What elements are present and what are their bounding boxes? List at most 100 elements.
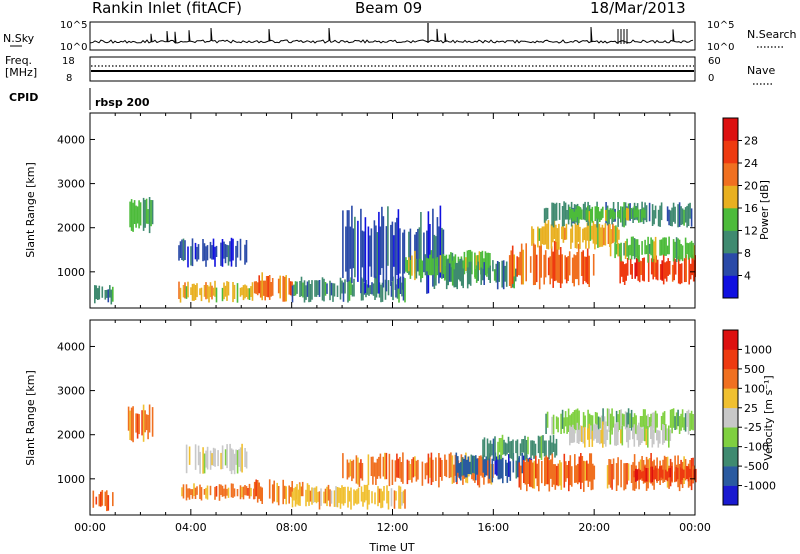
noise-search-label: N.Search — [747, 28, 797, 41]
colorbar-tick-label: 1000 — [744, 343, 772, 356]
colorbar-tick-label: 28 — [744, 135, 758, 148]
colorbar-swatch — [723, 368, 738, 389]
colorbar-swatch — [723, 275, 738, 299]
range-tick-label: 3000 — [57, 178, 85, 191]
velocity-echo-region — [127, 404, 154, 443]
power-echo-region — [444, 258, 517, 290]
colorbar-swatch — [723, 485, 738, 506]
colorbar-tick-label: 12 — [744, 225, 758, 238]
noise-trace — [89, 23, 694, 44]
time-tick-label: 16:00 — [477, 521, 509, 534]
power-echo-region — [94, 285, 114, 305]
colorbar-swatch — [723, 253, 738, 276]
time-tick-label: 00:00 — [74, 521, 106, 534]
colorbar-swatch — [723, 446, 738, 467]
velocity-x-axis: 00:00 04:00 08:00 12:00 16:00 20:00 00:00 — [74, 320, 711, 534]
colorbar-tick-label: 100 — [744, 382, 765, 395]
colorbar-swatch — [723, 140, 738, 164]
range-tick-label: 1000 — [57, 473, 85, 486]
date-label: 18/Mar/2013 — [590, 0, 686, 17]
colorbar-tick-label: -100 — [744, 441, 769, 454]
velocity-data-region — [92, 404, 697, 512]
colorbar-tick-label: -25 — [744, 421, 762, 434]
colorbar-tick-label: 8 — [744, 247, 751, 260]
velocity-colorbar-label: Velocity [m s⁻¹] — [762, 375, 775, 460]
freq-label-1: Freq. — [5, 54, 32, 67]
colorbar-tick-label: 24 — [744, 157, 758, 170]
colorbar-tick-label: 25 — [744, 402, 758, 415]
colorbar-swatch — [723, 388, 738, 409]
colorbar-tick-label: -500 — [744, 460, 769, 473]
cpid-value: rbsp 200 — [95, 96, 150, 109]
colorbar-tick-label: 4 — [744, 270, 751, 283]
freq-label-2: [MHz] — [5, 66, 37, 79]
freq-panel-frame — [89, 56, 696, 82]
time-tick-label: 12:00 — [377, 521, 409, 534]
freq-right-tick-low: 0 — [708, 73, 714, 84]
range-tick-label: 2000 — [57, 429, 85, 442]
colorbar-swatch — [723, 330, 738, 350]
power-echo-region — [178, 280, 254, 303]
power-echo-region — [569, 205, 646, 224]
colorbar-tick-label: 500 — [744, 363, 765, 376]
power-echo-region — [178, 237, 248, 268]
colorbar-swatch — [723, 163, 738, 186]
range-tick-label: 3000 — [57, 385, 85, 398]
power-echo-region — [342, 205, 445, 294]
power-x-axis — [89, 113, 696, 308]
power-echo-region — [609, 236, 696, 263]
colorbar-tick-label: 16 — [744, 202, 758, 215]
power-y-axis-label: Slant Range [km] — [24, 162, 37, 258]
cpid-label: CPID — [9, 91, 38, 104]
freq-trace — [91, 65, 694, 72]
power-echo-region — [253, 272, 293, 302]
velocity-echo-region — [569, 421, 672, 448]
colorbar-swatch — [723, 185, 738, 209]
range-tick-label: 2000 — [57, 222, 85, 235]
colorbar-swatch — [723, 427, 738, 447]
noise-right-tick-high: 10^5 — [707, 20, 734, 31]
velocity-echo-region — [92, 490, 114, 512]
range-tick-label: 4000 — [57, 133, 85, 146]
power-y-axis: 1000 2000 3000 4000 — [57, 133, 695, 279]
freq-right-tick-high: 60 — [708, 56, 721, 67]
noise-panel-frame — [89, 21, 696, 51]
colorbar-tick-label: 20 — [744, 180, 758, 193]
power-colorbar: 4 8 12 16 20 24 28 — [722, 117, 758, 299]
velocity-echo-region — [185, 443, 248, 475]
power-echo-region — [531, 218, 620, 250]
power-echo-region — [129, 197, 154, 234]
velocity-echo-region — [482, 434, 558, 462]
velocity-panel: 1000 2000 3000 4000 00:00 04:00 08:00 12:00 16:… — [24, 319, 711, 554]
velocity-echo-region — [181, 483, 255, 501]
colorbar-tick-label: -1000 — [744, 480, 776, 493]
noise-left-tick-low: 10^0 — [60, 42, 87, 53]
noise-right-tick-low: 10^0 — [707, 42, 734, 53]
power-panel: 1000 2000 3000 4000 Slant Range [km] — [24, 112, 696, 309]
nave-label: Nave — [747, 64, 775, 77]
noise-left-tick-high: 10^5 — [60, 20, 87, 31]
freq-left-tick-high: 18 — [62, 56, 75, 67]
colorbar-swatch — [723, 466, 738, 486]
velocity-colorbar: 1000 500 100 25 -25 -100 -500 -1000 — [722, 329, 776, 506]
velocity-y-axis-label: Slant Range [km] — [24, 370, 37, 466]
time-tick-label: 08:00 — [276, 521, 308, 534]
colorbar-swatch — [723, 230, 738, 254]
velocity-echo-region — [545, 408, 694, 435]
power-data-region — [94, 197, 696, 305]
range-tick-label: 1000 — [57, 266, 85, 279]
time-tick-label: 20:00 — [578, 521, 610, 534]
station-title: Rankin Inlet (fitACF) — [92, 0, 242, 17]
range-tick-label: 4000 — [57, 340, 85, 353]
colorbar-swatch — [723, 349, 738, 370]
velocity-echo-region — [633, 465, 697, 483]
colorbar-swatch — [723, 118, 738, 141]
freq-left-tick-low: 8 — [66, 73, 72, 84]
power-colorbar-label: Power [dB] — [758, 180, 771, 240]
time-axis-label: Time UT — [368, 541, 414, 554]
velocity-y-axis: 1000 2000 3000 4000 — [57, 340, 695, 486]
velocity-echo-region — [518, 453, 596, 492]
beam-label: Beam 09 — [355, 0, 422, 17]
time-tick-label: 04:00 — [175, 521, 207, 534]
time-tick-label: 00:00 — [679, 521, 711, 534]
